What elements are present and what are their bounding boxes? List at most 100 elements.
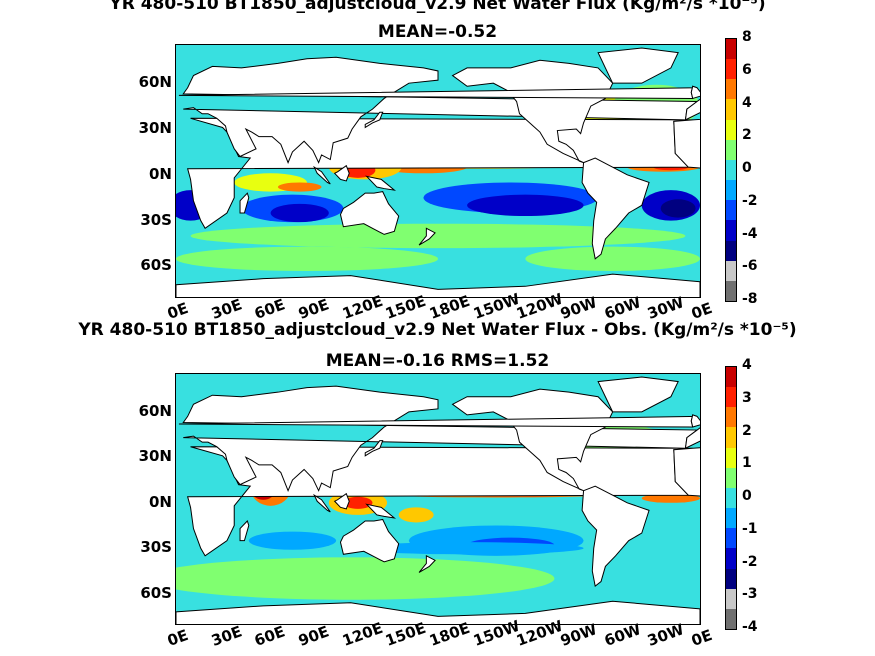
colorbar-segment: [726, 588, 736, 610]
colorbar-tick-label: -1: [742, 520, 758, 537]
landmass-borneo: [333, 492, 350, 510]
field-region: [270, 203, 329, 223]
landmass-eurasia: [182, 56, 699, 164]
landmass-northamerica: [451, 388, 614, 492]
colorbar-segment: [726, 220, 736, 242]
colorbar-tick-label: 0: [742, 488, 752, 504]
field-region: [190, 223, 686, 249]
field-region: [343, 496, 373, 509]
colorbar-tick-label: -2: [742, 192, 758, 209]
field-region: [525, 246, 700, 272]
colorbar-tick-label: -2: [742, 553, 758, 570]
field-region: [398, 507, 434, 523]
panel-2-title: YR 480-510 BT1850_adjustcloud_v2.9 Net W…: [78, 320, 797, 340]
colorbar-segment: [726, 548, 736, 570]
colorbar-segment: [726, 467, 736, 489]
colorbar-segment: [726, 240, 736, 262]
field-region: [176, 557, 555, 600]
colorbar-tick-label: 4: [742, 94, 752, 111]
y-tick-label: 0N: [149, 164, 172, 183]
colorbar-tick-label: 8: [742, 29, 752, 45]
landmass-sumatra: [313, 493, 331, 513]
y-tick-label: 60S: [140, 256, 172, 275]
landmass-borneo: [333, 164, 350, 182]
colorbar-segment: [726, 260, 736, 282]
colorbar-tick-label: -8: [742, 291, 758, 307]
x-tick-label: 90E: [296, 622, 332, 650]
colorbar-segment: [726, 59, 736, 80]
panel-1-map-svg: [176, 45, 700, 297]
panel-1-title: YR 480-510 BT1850_adjustcloud_v2.9 Net W…: [109, 0, 766, 14]
landmass-madagascar: [239, 192, 250, 214]
y-tick-label: 0N: [149, 492, 172, 511]
y-tick-label: 30S: [140, 538, 172, 557]
field-region: [660, 199, 696, 218]
landmass-antarctica: [176, 273, 700, 297]
colorbar-segment: [726, 79, 736, 100]
landmass-antarctica: [176, 600, 700, 624]
y-tick-label: 30N: [138, 119, 172, 137]
field-region: [176, 246, 438, 272]
colorbar-tick-label: 0: [742, 160, 752, 176]
field-region: [248, 531, 337, 550]
landmass-japan: [364, 440, 384, 457]
colorbar-segment: [726, 487, 736, 509]
panel-1-subtitle: MEAN=-0.52: [377, 22, 498, 42]
landmass-africa-wrap: [673, 447, 700, 497]
panel-2-map-svg: [176, 374, 700, 624]
colorbar-segment: [726, 608, 736, 630]
field-region: [641, 493, 700, 503]
colorbar-tick-label: -3: [742, 586, 758, 603]
y-tick-label: 30S: [140, 210, 172, 229]
landmass-newzealand: [418, 227, 436, 246]
landmass-newguinea: [365, 175, 397, 191]
y-tick-label: 60N: [138, 401, 172, 420]
colorbar-segment: [726, 99, 736, 121]
panel-1-colorbar: [725, 38, 737, 302]
colorbar-segment: [726, 387, 736, 408]
panel-2-colorbar: [725, 366, 737, 630]
landmass-greenland: [597, 376, 679, 413]
landmass-australia: [339, 191, 400, 235]
panel-1: YR 480-510 BT1850_adjustcloud_v2.9 Net W…: [0, 0, 875, 323]
landmass-japan: [364, 111, 384, 129]
x-tick-label: 30E: [208, 622, 245, 650]
colorbar-tick-label: 6: [742, 61, 752, 78]
y-tick-label: 30N: [138, 447, 172, 466]
landmass-uk-wrap: [690, 85, 700, 100]
landmass-sumatra: [313, 165, 331, 185]
colorbar-tick-label: 3: [742, 389, 752, 406]
colorbar-tick-label: -4: [742, 619, 758, 635]
landmass-northamerica: [451, 59, 614, 164]
colorbar-tick-label: -4: [742, 225, 758, 242]
colorbar-segment: [726, 280, 736, 302]
landmass-eurasia-wrap: [684, 98, 700, 121]
field-region: [277, 182, 322, 192]
landmass-newguinea: [365, 503, 397, 519]
landmass-uk-wrap: [690, 414, 700, 428]
landmass-southamerica: [581, 485, 650, 588]
y-tick-label: 60S: [140, 583, 172, 602]
colorbar-segment: [726, 568, 736, 590]
colorbar-segment: [726, 367, 736, 388]
panel-1-map: [175, 44, 701, 298]
colorbar-segment: [726, 427, 736, 449]
colorbar-tick-label: 1: [742, 455, 752, 472]
colorbar-tick-label: -6: [742, 258, 758, 275]
colorbar-segment: [726, 200, 736, 221]
panel-2-map: [175, 373, 701, 625]
landmass-africa-wrap: [673, 118, 700, 169]
colorbar-segment: [726, 119, 736, 141]
field-region: [350, 542, 584, 555]
colorbar-tick-label: 2: [742, 127, 752, 144]
landmass-greenland: [597, 47, 679, 84]
landmass-newzealand: [418, 554, 436, 573]
landmass-australia: [339, 518, 400, 563]
x-tick-label: 0E: [689, 625, 715, 650]
landmass-madagascar: [239, 520, 250, 542]
x-tick-label: 0E: [165, 625, 191, 650]
landmass-eurasia: [182, 385, 699, 492]
landmass-eurasia-wrap: [684, 427, 700, 450]
landmass-southamerica: [581, 157, 650, 260]
